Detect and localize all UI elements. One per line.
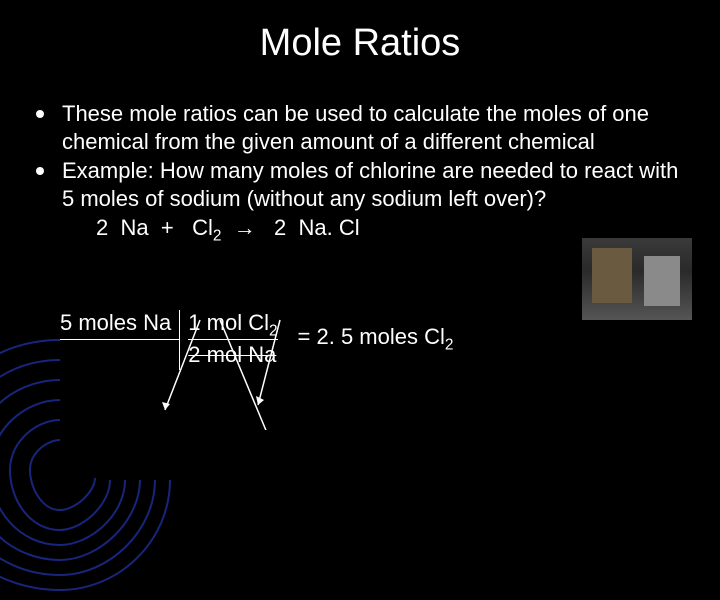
eq-subscript: 2	[213, 227, 222, 244]
bullet-text: Example: How many moles of chlorine are …	[62, 157, 690, 212]
bullet-icon	[36, 110, 44, 118]
eq-species: Na. Cl	[299, 215, 360, 240]
eq-coef: 2	[274, 215, 286, 240]
calc-factor-bottom: 2 mol Na	[188, 340, 277, 370]
bullet-item: Example: How many moles of chlorine are …	[36, 157, 690, 212]
content-area: These mole ratios can be used to calcula…	[36, 100, 690, 246]
eq-species: Na	[121, 215, 149, 240]
bullet-text: These mole ratios can be used to calcula…	[62, 100, 690, 155]
eq-plus: +	[161, 215, 174, 240]
bullet-item: These mole ratios can be used to calcula…	[36, 100, 690, 155]
calc-given: 5 moles Na	[60, 310, 179, 340]
bullet-icon	[36, 167, 44, 175]
eq-species: Cl	[192, 215, 213, 240]
calculation: 5 moles Na 1 mol Cl2 2 mol Na = 2. 5 mol…	[60, 310, 453, 370]
eq-coef: 2	[96, 215, 108, 240]
calc-factor-top: 1 mol Cl2	[188, 310, 277, 340]
arrow-icon: →	[234, 215, 256, 240]
calc-result: = 2. 5 moles Cl2	[286, 310, 454, 354]
slide-title: Mole Ratios	[0, 0, 720, 65]
lab-photo	[582, 238, 692, 320]
